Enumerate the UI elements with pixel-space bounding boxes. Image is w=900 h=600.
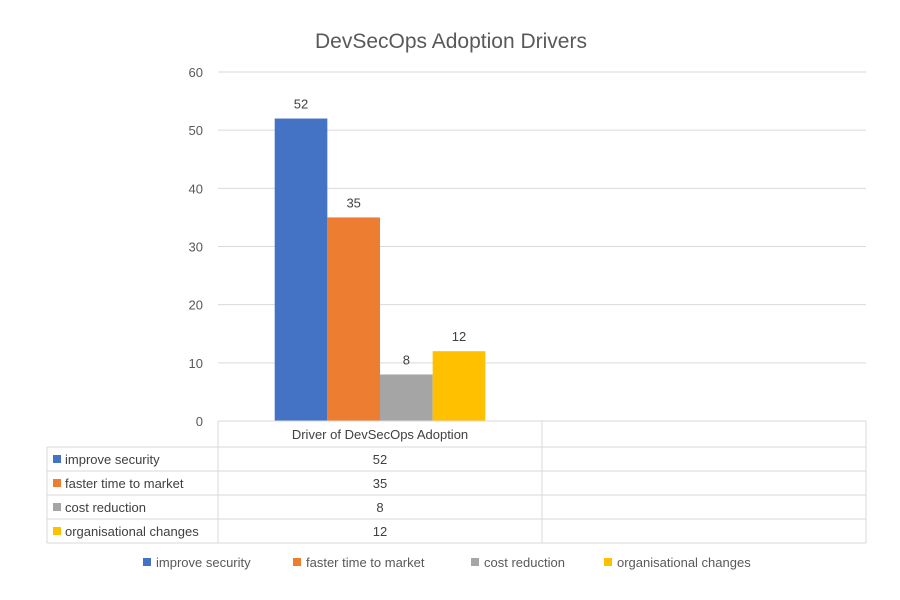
- y-tick-label: 30: [189, 240, 203, 255]
- y-tick-label: 50: [189, 123, 203, 138]
- legend: improve security faster time to market cos…: [143, 555, 751, 570]
- data-labels: 52 35 8 12: [294, 97, 466, 368]
- bar-improve-security: [274, 118, 328, 422]
- data-label: 52: [294, 97, 308, 112]
- legend-key-icon: [53, 503, 61, 511]
- y-tick-label: 40: [189, 181, 203, 196]
- bars: [274, 118, 486, 422]
- chart-title: DevSecOps Adoption Drivers: [315, 30, 587, 53]
- table-row-label: organisational changes: [65, 524, 199, 539]
- legend-key-icon: [53, 479, 61, 487]
- y-tick-label: 60: [189, 65, 203, 80]
- legend-entry: faster time to market: [306, 555, 425, 570]
- table-row-label: cost reduction: [65, 500, 146, 515]
- data-label: 12: [452, 329, 466, 344]
- table-row-label: faster time to market: [65, 476, 184, 491]
- table-cell: 52: [373, 452, 387, 467]
- legend-entry: organisational changes: [617, 555, 751, 570]
- data-label: 35: [346, 195, 360, 210]
- table-cell: 8: [376, 500, 383, 515]
- legend-entry: improve security: [156, 555, 251, 570]
- table-cell: 12: [373, 524, 387, 539]
- legend-key-icon: [53, 455, 61, 463]
- legend-swatch-icon: [293, 558, 301, 566]
- y-axis-ticks: 0 10 20 30 40 50 60: [189, 65, 203, 429]
- legend-key-icon: [53, 527, 61, 535]
- table-row-label: improve security: [65, 452, 160, 467]
- data-label: 8: [403, 352, 410, 367]
- bar-faster-time-to-market: [327, 217, 380, 421]
- table-cell: 35: [373, 476, 387, 491]
- y-tick-label: 20: [189, 298, 203, 313]
- legend-swatch-icon: [604, 558, 612, 566]
- legend-entry: cost reduction: [484, 555, 565, 570]
- legend-swatch-icon: [143, 558, 151, 566]
- category-label: Driver of DevSecOps Adoption: [292, 427, 468, 442]
- y-tick-label: 0: [196, 414, 203, 429]
- bar-organisational-changes: [432, 351, 486, 421]
- data-table: Driver of DevSecOps Adoption improve secu…: [46, 420, 867, 544]
- legend-swatch-icon: [471, 558, 479, 566]
- y-tick-label: 10: [189, 356, 203, 371]
- bar-cost-reduction: [380, 374, 433, 421]
